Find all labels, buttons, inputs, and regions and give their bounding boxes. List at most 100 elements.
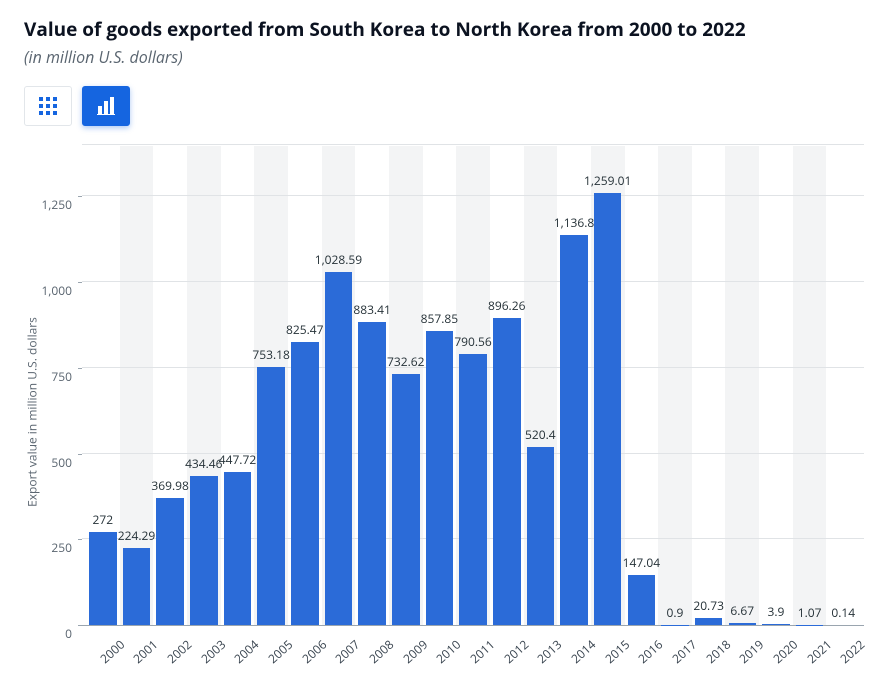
bar[interactable] [729, 623, 757, 625]
bar[interactable] [123, 548, 151, 625]
view-toggle-toolbar [24, 86, 864, 126]
bar[interactable] [325, 272, 353, 625]
bar[interactable] [358, 322, 386, 625]
bar-value-label: 3.9 [768, 603, 785, 620]
bar-value-label: 825.47 [286, 321, 323, 338]
bar-slot: 224.29 [120, 146, 154, 625]
bar-slot: 0.9 [658, 146, 692, 625]
bar-slot: 3.9 [759, 146, 793, 625]
bar-value-label: 447.72 [219, 451, 256, 468]
bar[interactable] [257, 367, 285, 625]
bar[interactable] [224, 472, 252, 626]
bar-slot: 0.14 [826, 146, 860, 625]
y-tick-label: 750 [51, 368, 72, 385]
chart-area: Export value in million U.S. dollars 025… [82, 146, 864, 678]
bar-value-label: 883.41 [353, 301, 390, 318]
bar[interactable] [89, 532, 117, 625]
bar-chart-icon [97, 97, 115, 115]
bar[interactable] [291, 342, 319, 625]
bar-value-label: 753.18 [252, 346, 289, 363]
bar-slot: 883.41 [355, 146, 389, 625]
bar-slot: 6.67 [725, 146, 759, 625]
bar-slot: 1,136.8 [557, 146, 591, 625]
bar-slot: 520.4 [524, 146, 558, 625]
bar-value-label: 1.07 [798, 604, 822, 621]
x-tick: 2016 [625, 632, 659, 678]
bar-slot: 753.18 [254, 146, 288, 625]
bar-value-label: 1,136.8 [554, 214, 595, 231]
y-tick-label: 250 [51, 539, 72, 556]
x-tick: 2006 [288, 632, 322, 678]
x-tick-label: 2022 [837, 636, 869, 667]
x-tick: 2010 [423, 632, 457, 678]
y-tick-label: 1,000 [41, 282, 72, 299]
x-tick: 2003 [187, 632, 221, 678]
bar-slot: 896.26 [490, 146, 524, 625]
x-tick: 2015 [591, 632, 625, 678]
bar-value-label: 20.73 [693, 597, 724, 614]
bar-value-label: 224.29 [118, 527, 155, 544]
x-tick: 2002 [153, 632, 187, 678]
x-tick: 2007 [322, 632, 356, 678]
x-tick: 2000 [86, 632, 120, 678]
table-icon [39, 97, 57, 115]
bar-slot: 857.85 [423, 146, 457, 625]
bar-value-label: 857.85 [421, 310, 458, 327]
x-tick: 2019 [725, 632, 759, 678]
x-tick: 2004 [221, 632, 255, 678]
bar[interactable] [459, 354, 487, 625]
bar-value-label: 520.4 [525, 426, 556, 443]
bar-value-label: 6.67 [730, 602, 754, 619]
bar[interactable] [560, 235, 588, 625]
bar-value-label: 147.04 [623, 554, 660, 571]
page-title: Value of goods exported from South Korea… [24, 16, 864, 42]
bar[interactable] [628, 575, 656, 625]
bar-slot: 1.07 [793, 146, 827, 625]
bar-slot: 732.62 [389, 146, 423, 625]
bar-slot: 447.72 [221, 146, 255, 625]
bar-slot: 825.47 [288, 146, 322, 625]
bar[interactable] [190, 476, 218, 625]
bar[interactable] [527, 447, 555, 625]
bar[interactable] [156, 498, 184, 625]
bar-slot: 272 [86, 146, 120, 625]
x-tick: 2005 [254, 632, 288, 678]
bar[interactable] [493, 318, 521, 625]
bar-value-label: 434.46 [185, 455, 222, 472]
bar-value-label: 272 [93, 511, 114, 528]
x-tick: 2011 [456, 632, 490, 678]
y-tick-label: 1,250 [41, 196, 72, 213]
x-tick: 2001 [120, 632, 154, 678]
bar-value-label: 732.62 [387, 353, 424, 370]
bar-slot: 369.98 [153, 146, 187, 625]
bar[interactable] [695, 618, 723, 625]
x-tick: 2008 [355, 632, 389, 678]
bar[interactable] [392, 374, 420, 625]
bar[interactable] [426, 331, 454, 625]
bars-container: 272224.29369.98434.46447.72753.18825.471… [82, 146, 864, 625]
bar-slot: 20.73 [692, 146, 726, 625]
x-tick: 2018 [692, 632, 726, 678]
bar[interactable] [594, 193, 622, 625]
bar-slot: 147.04 [625, 146, 659, 625]
bar-slot: 1,259.01 [591, 146, 625, 625]
x-tick: 2012 [490, 632, 524, 678]
bar-slot: 1,028.59 [322, 146, 356, 625]
x-tick: 2017 [658, 632, 692, 678]
bar-value-label: 369.98 [151, 477, 188, 494]
bar-value-label: 896.26 [488, 297, 525, 314]
bar-slot: 434.46 [187, 146, 221, 625]
x-tick: 2014 [557, 632, 591, 678]
x-tick: 2013 [524, 632, 558, 678]
chart-view-button[interactable] [82, 86, 130, 126]
x-tick: 2020 [759, 632, 793, 678]
y-tick-label: 500 [51, 454, 72, 471]
bar[interactable] [762, 624, 790, 625]
y-tick-label: 0 [65, 625, 72, 642]
x-tick: 2022 [826, 632, 860, 678]
table-view-button[interactable] [24, 86, 72, 126]
plot-region: 02505007501,0001,250 272224.29369.98434.… [82, 146, 864, 626]
x-tick: 2021 [793, 632, 827, 678]
bar-value-label: 0.9 [667, 604, 684, 621]
x-tick: 2009 [389, 632, 423, 678]
